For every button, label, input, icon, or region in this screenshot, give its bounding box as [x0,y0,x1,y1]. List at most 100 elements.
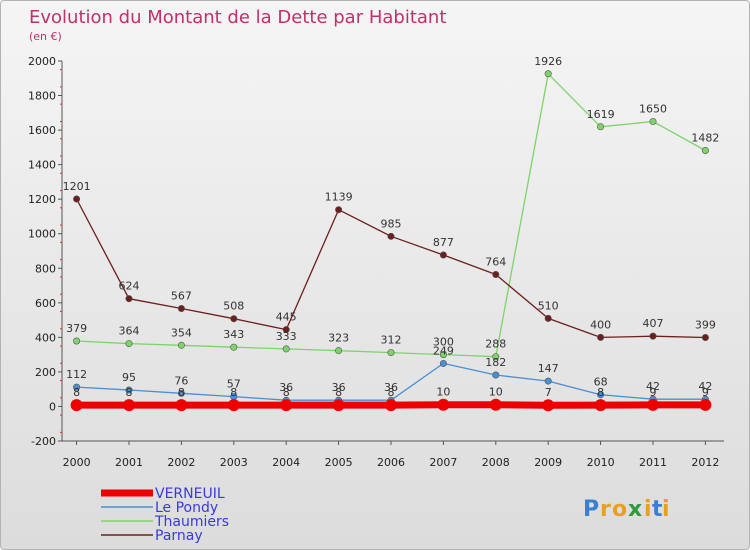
data-point-le-pondy [544,377,552,385]
data-point-parnay [492,270,500,278]
data-point-thaumiers [492,353,500,361]
data-point-parnay [439,251,447,259]
data-point-parnay [597,333,605,341]
data-label-verneuil: 8 [73,386,80,399]
chart-title: Evolution du Montant de la Dette par Hab… [29,7,446,28]
y-tick-label: -200 [31,435,56,448]
logo-letter: t [652,497,663,522]
legend-label-thaumiers: Thaumiers [154,514,229,530]
data-label-le-pondy: 36 [332,381,346,394]
x-tick-label: 2008 [482,456,510,469]
data-label-thaumiers: 1619 [587,108,615,121]
y-tick-label: 600 [35,297,56,310]
data-labels: 8 8 8 8 8 8 8 10 10 7 8 9 9 112 95 76 57 36 36 36 249 182 147 6… [63,55,720,399]
data-label-verneuil: 8 [230,386,237,399]
axes: -200 0 200 400 600 800 1000 1200 1400 1600 1800 200… [28,55,724,469]
y-tick-label: 1000 [28,228,56,241]
logo-letter: i [662,497,670,522]
data-label-parnay: 508 [223,300,244,313]
data-label-parnay: 1201 [63,180,91,193]
data-point-verneuil [542,399,555,412]
data-point-verneuil [227,399,240,412]
data-label-le-pondy: 57 [227,378,241,391]
data-point-verneuil [280,399,293,412]
data-point-parnay [125,295,133,303]
data-label-parnay: 764 [485,255,506,268]
data-point-thaumiers [282,345,290,353]
data-label-le-pondy: 112 [66,368,87,381]
y-tick-label: 400 [35,331,56,344]
data-label-le-pondy: 42 [646,380,660,393]
y-tick-label: 1400 [28,159,56,172]
data-label-verneuil: 8 [388,386,395,399]
data-label-parnay: 567 [171,290,192,303]
data-point-thaumiers [125,340,133,348]
data-point-thaumiers [544,70,552,78]
data-point-verneuil [437,398,450,411]
data-point-thaumiers [597,123,605,131]
data-label-thaumiers: 300 [433,336,454,349]
legend-label-parnay: Parnay [155,528,203,544]
data-label-verneuil: 8 [597,386,604,399]
data-point-verneuil [175,399,188,412]
data-label-thaumiers: 1650 [639,102,667,115]
data-point-thaumiers [335,347,343,355]
data-label-thaumiers: 288 [485,338,506,351]
data-point-thaumiers [701,146,709,154]
data-point-verneuil [647,398,659,411]
logo-letter: i [644,497,652,522]
data-label-thaumiers: 1482 [691,131,719,144]
data-label-thaumiers: 343 [223,328,244,341]
data-point-verneuil [594,399,607,412]
data-label-parnay: 445 [276,311,297,324]
data-label-le-pondy: 36 [279,381,293,394]
data-point-verneuil [70,399,83,412]
data-label-parnay: 399 [695,319,716,332]
data-point-le-pondy [177,389,185,397]
data-label-le-pondy: 249 [433,344,454,357]
x-tick-label: 2002 [167,456,195,469]
data-label-verneuil: 10 [436,386,450,399]
x-tick-label: 2012 [691,456,719,469]
data-point-verneuil [699,398,712,411]
x-tick-label: 2007 [429,456,457,469]
data-point-le-pondy [439,359,447,367]
data-point-le-pondy [597,391,605,399]
data-label-thaumiers: 333 [276,330,297,343]
x-tick-label: 2010 [587,456,615,469]
data-label-le-pondy: 95 [122,371,136,384]
data-label-parnay: 985 [381,217,402,230]
data-point-verneuil [123,399,135,412]
data-label-verneuil: 8 [335,386,342,399]
legend-label-verneuil: VERNEUIL [155,486,225,502]
data-label-le-pondy: 147 [538,362,559,375]
y-tick-label: 1600 [28,124,56,137]
data-label-le-pondy: 182 [485,356,506,369]
data-label-parnay: 400 [590,318,611,331]
logo-letter: x [628,497,642,522]
data-label-thaumiers: 1926 [534,55,562,68]
logo-letter: P [583,497,599,522]
data-point-thaumiers [230,343,238,351]
x-tick-label: 2006 [377,456,405,469]
data-label-verneuil: 8 [126,386,133,399]
series-layer [70,70,712,412]
data-point-parnay [649,332,657,340]
data-label-verneuil: 10 [489,386,503,399]
data-label-parnay: 624 [119,280,140,293]
data-label-verneuil: 7 [545,386,552,399]
x-tick-label: 2009 [534,456,562,469]
data-point-parnay [230,315,238,323]
data-point-thaumiers [649,117,657,125]
y-tick-label: 0 [49,400,56,413]
data-label-thaumiers: 354 [171,326,192,339]
data-label-verneuil: 9 [702,386,709,399]
x-tick-label: 2000 [63,456,91,469]
data-label-thaumiers: 364 [119,325,140,338]
data-point-verneuil [489,398,502,411]
data-point-parnay [335,206,343,214]
data-label-verneuil: 8 [178,386,185,399]
data-point-parnay [177,305,185,313]
data-label-parnay: 877 [433,236,454,249]
